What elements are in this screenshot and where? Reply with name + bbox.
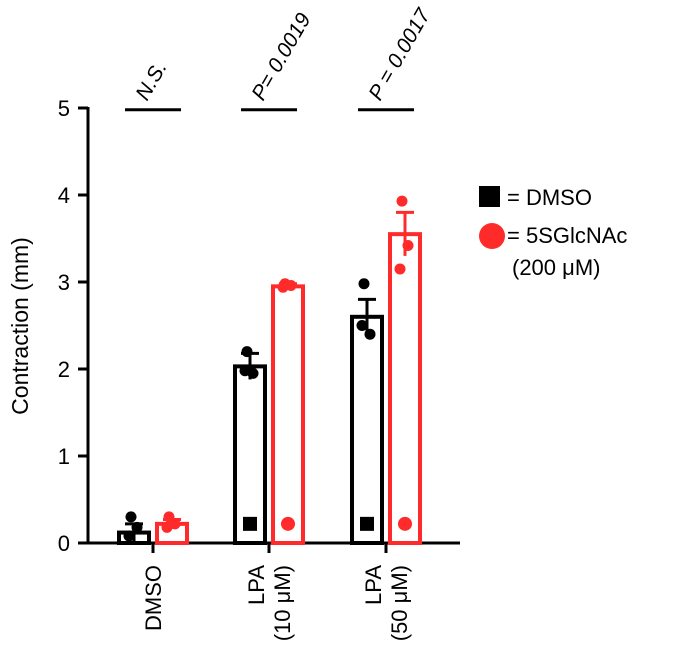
y-tick-label: 3: [58, 270, 70, 295]
data-point: [131, 521, 143, 533]
y-tick-label: 2: [58, 357, 70, 382]
y-tick-label: 1: [58, 444, 70, 469]
x-category-label: (10 μM): [270, 565, 295, 641]
data-point: [402, 239, 414, 251]
x-category-labels: DMSO LPA (10 μM) LPA (50 μM): [141, 565, 412, 642]
x-category-label: (50 μM): [387, 565, 412, 641]
square-marker: [360, 516, 374, 531]
data-point: [364, 328, 376, 340]
legend-circle-icon: [479, 223, 505, 249]
bars: [117, 210, 422, 546]
data-point: [241, 346, 253, 358]
y-tick-labels: 0 1 2 3 4 5: [58, 96, 70, 556]
legend-square-icon: [479, 186, 500, 207]
significance-label: P= 0.0019: [247, 9, 315, 104]
significance-label: N.S.: [131, 57, 171, 104]
x-category-label: DMSO: [141, 565, 166, 631]
data-point: [394, 263, 406, 275]
bar: [271, 284, 305, 545]
circle-marker: [398, 516, 412, 531]
legend-label-5sglcnac-concentration: (200 μM): [512, 255, 600, 280]
data-point: [358, 278, 370, 290]
square-marker: [243, 516, 257, 531]
y-tick-label: 0: [58, 531, 70, 556]
data-points: [123, 195, 414, 542]
data-point: [125, 511, 137, 523]
y-tick-label: 5: [58, 96, 70, 121]
data-point: [396, 195, 408, 207]
y-axis-title: Contraction (mm): [7, 237, 33, 415]
legend: = DMSO = 5SGlcNAc (200 μM): [479, 185, 627, 280]
circle-marker: [281, 516, 295, 531]
bar: [388, 232, 422, 545]
y-tick-label: 4: [58, 183, 70, 208]
bar: [233, 364, 267, 546]
significance-label: P = 0.0017: [364, 4, 435, 104]
data-point: [123, 530, 135, 542]
axes: [78, 106, 460, 553]
significance-annotations: N.S. P= 0.0019 P = 0.0017: [125, 4, 436, 112]
data-point: [356, 320, 368, 331]
legend-label-dmso: = DMSO: [507, 185, 592, 210]
group-markers: [243, 516, 412, 531]
bar: [350, 314, 384, 545]
data-point: [239, 365, 251, 377]
data-point: [161, 521, 173, 533]
x-category-label: LPA: [244, 565, 269, 605]
legend-label-5sglcnac: = 5SGlcNAc: [507, 223, 627, 248]
data-point: [277, 281, 289, 293]
x-category-label: LPA: [361, 565, 386, 605]
